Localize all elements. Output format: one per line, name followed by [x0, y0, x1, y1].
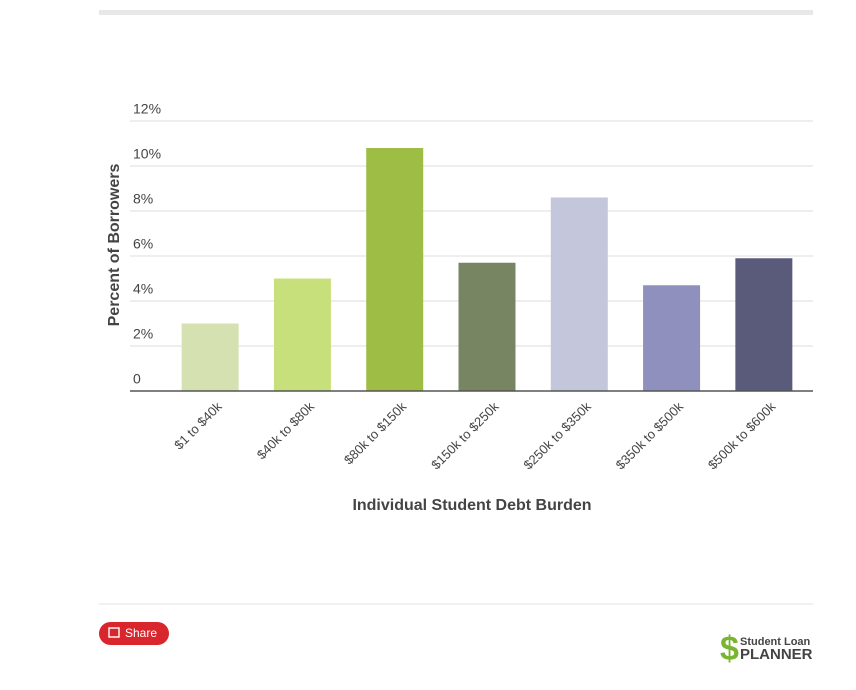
bar — [550, 197, 608, 391]
x-tick-label: $40k to $80k — [254, 399, 318, 463]
share-label[interactable]: Share — [125, 626, 157, 640]
y-tick-label: 0 — [133, 371, 141, 387]
share-button[interactable]: Share — [99, 622, 169, 645]
logo-line2: PLANNER — [740, 646, 813, 663]
y-axis-title: Percent of Borrowers — [106, 164, 123, 327]
x-tick-label: $350k to $500k — [613, 399, 687, 473]
y-tick-label: 10% — [133, 146, 161, 162]
top-bar — [99, 10, 813, 15]
y-tick-label: 8% — [133, 191, 153, 207]
logo-line1: Student Loan — [740, 636, 811, 648]
bar — [643, 285, 701, 391]
x-tick-label: $150k to $250k — [428, 399, 502, 473]
x-tick-label: $500k to $600k — [705, 399, 779, 473]
share-icon[interactable] — [108, 627, 120, 638]
bar — [366, 148, 424, 391]
bar — [181, 323, 239, 391]
x-tick-label: $1 to $40k — [171, 399, 225, 453]
y-tick-label: 12% — [133, 101, 161, 117]
y-tick-label: 6% — [133, 236, 153, 252]
y-tick-label: 4% — [133, 281, 153, 297]
x-tick-label: $80k to $150k — [341, 399, 410, 468]
y-tick-label: 2% — [133, 326, 153, 342]
x-axis-title: Individual Student Debt Burden — [352, 497, 591, 514]
logo: $ Student Loan PLANNER — [720, 630, 813, 668]
bar — [458, 262, 516, 391]
x-tick-label: $250k to $350k — [520, 399, 594, 473]
bar — [735, 258, 793, 391]
logo-symbol: $ — [720, 630, 739, 668]
bar — [273, 278, 331, 391]
